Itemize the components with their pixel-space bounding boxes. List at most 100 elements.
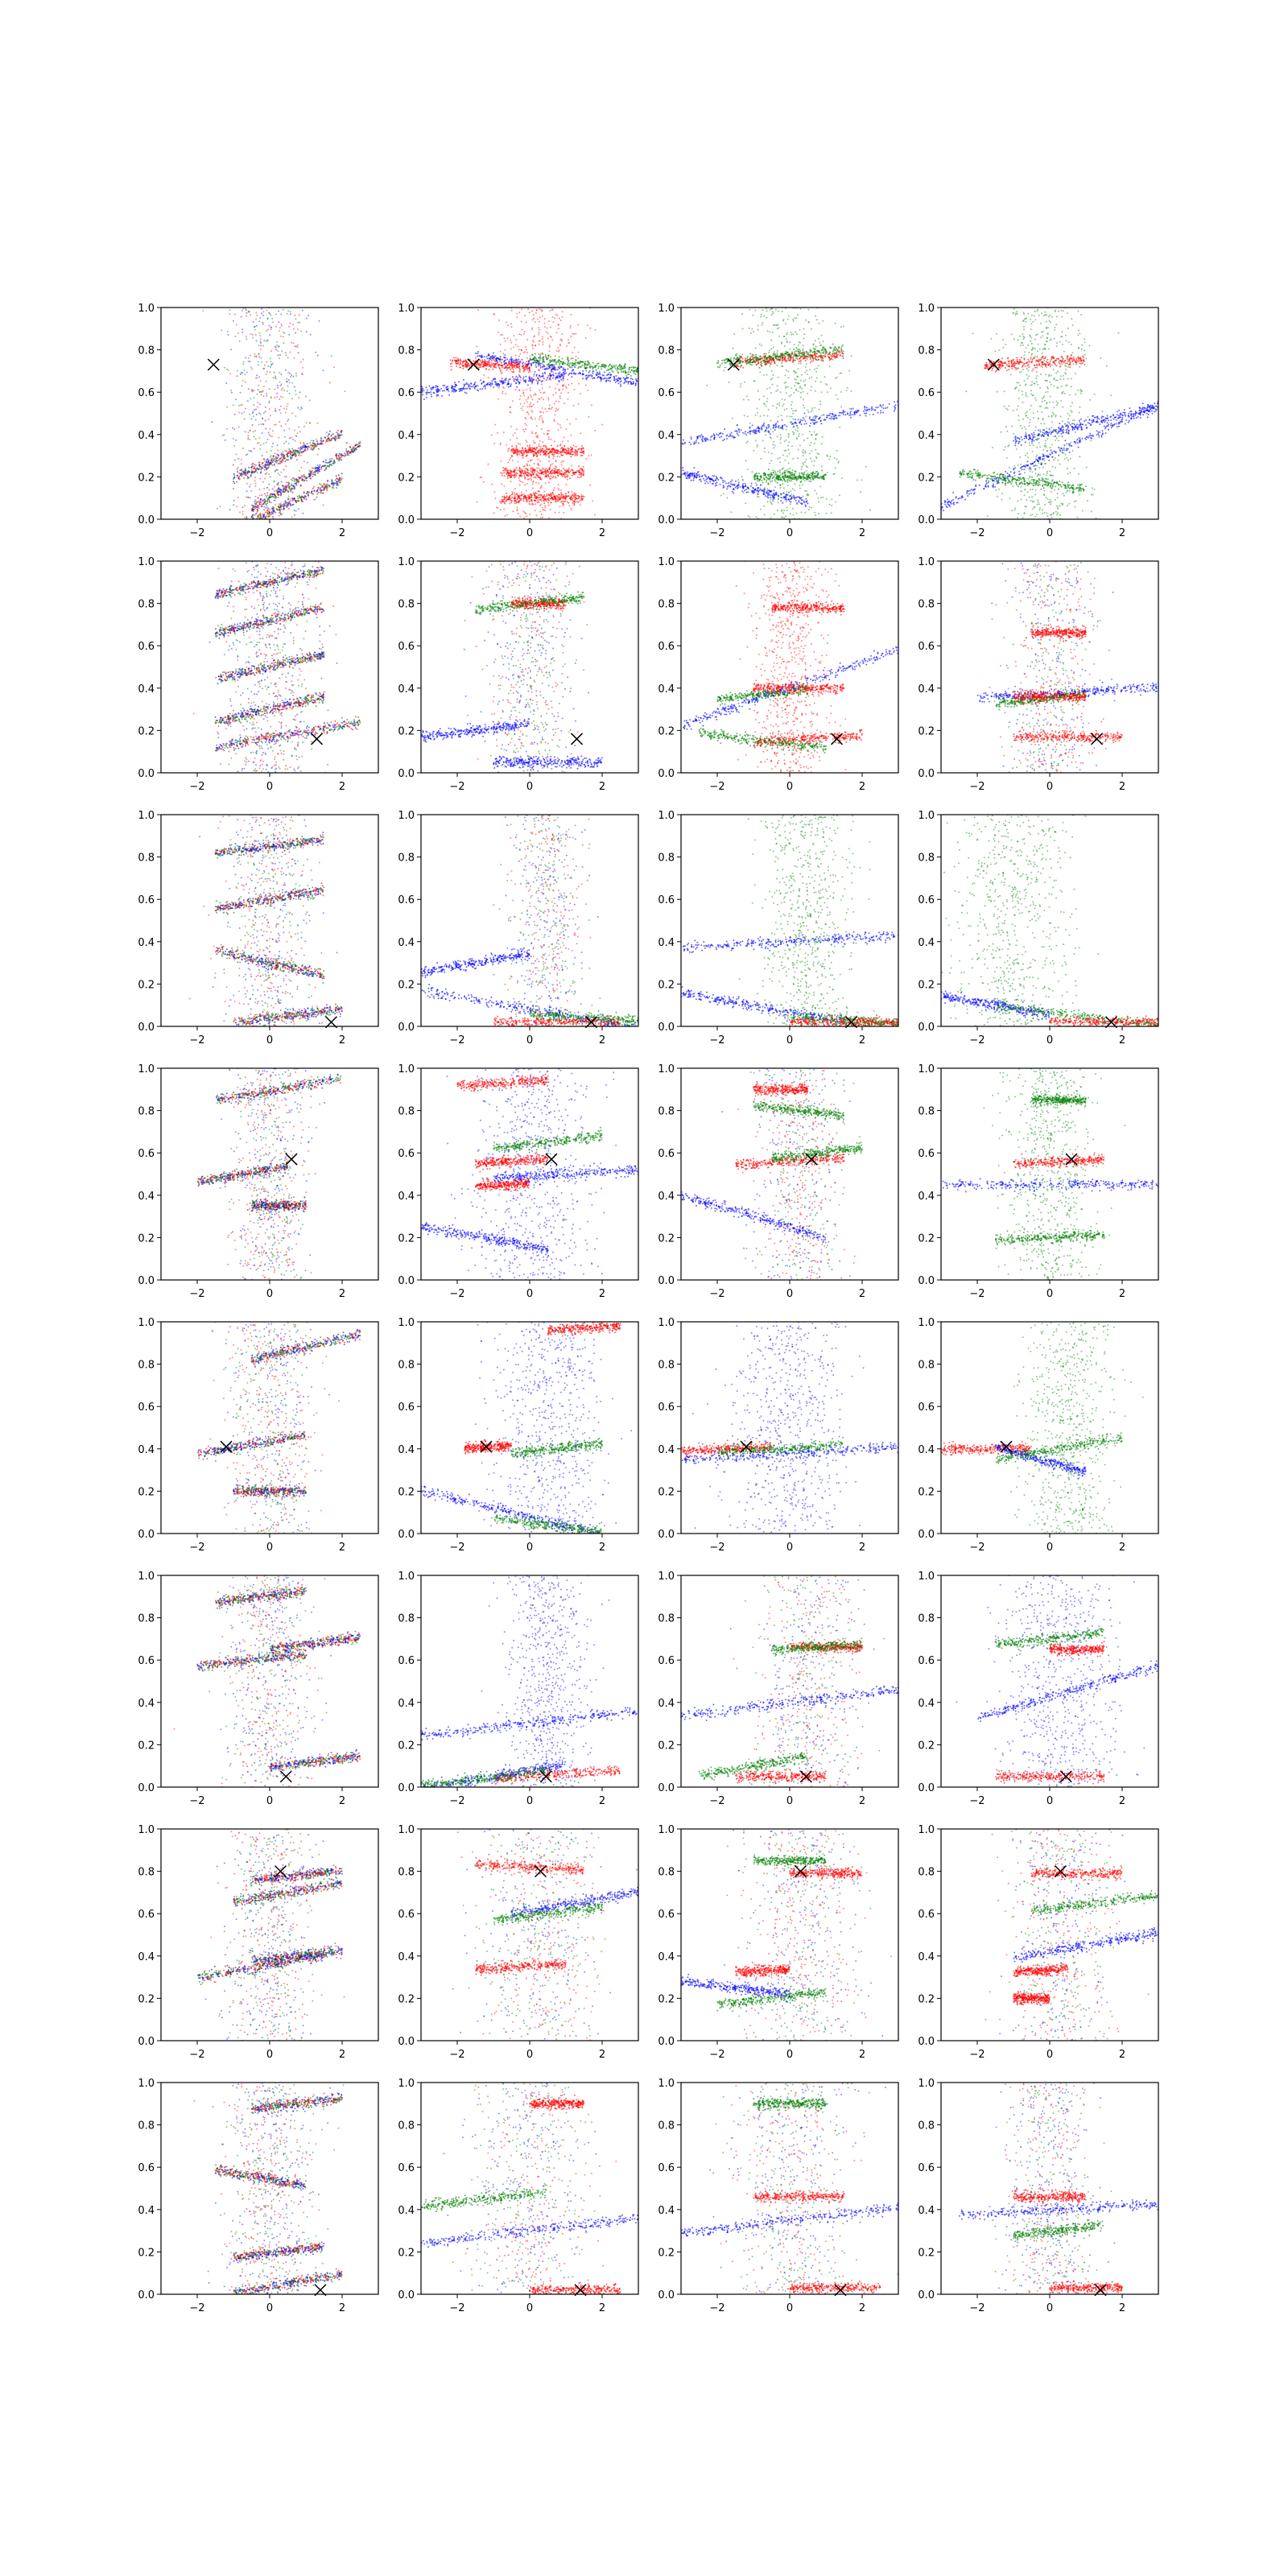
point-red [529, 452, 530, 453]
point-red [246, 522, 248, 524]
point-blue [484, 356, 485, 357]
point-red [270, 436, 271, 437]
point-blue [592, 373, 594, 374]
point-red [508, 367, 510, 369]
point-blue [211, 421, 213, 423]
point-red [519, 369, 521, 370]
point-green [223, 535, 225, 536]
point-green [797, 431, 799, 432]
point-green [815, 381, 816, 382]
point-red [522, 498, 524, 500]
point-red [505, 393, 506, 394]
point-red [575, 493, 576, 495]
point-red [281, 324, 283, 325]
point-red [526, 401, 528, 402]
point-red [511, 455, 513, 456]
point-blue [485, 356, 487, 357]
point-blue [580, 373, 581, 374]
point-green [806, 363, 807, 365]
point-red [540, 504, 542, 506]
point-red [580, 468, 581, 469]
point-red [480, 366, 481, 368]
point-red [542, 422, 543, 423]
point-red [587, 324, 588, 326]
point-red [498, 367, 500, 369]
point-blue [218, 535, 220, 536]
point-blue [490, 385, 492, 386]
point-red [568, 440, 569, 442]
point-green [630, 371, 631, 373]
point-red [591, 454, 592, 456]
point-blue [553, 366, 555, 368]
point-red [543, 369, 544, 370]
point-green [295, 436, 297, 437]
point-red [248, 522, 250, 524]
point-green [270, 456, 271, 458]
point-red [235, 530, 237, 532]
point-green [300, 331, 302, 332]
point-green [315, 466, 316, 468]
point-blue [233, 464, 234, 466]
point-red [535, 510, 536, 511]
point-red [506, 364, 508, 365]
point-red [544, 496, 546, 497]
point-green [300, 499, 302, 501]
point-blue [295, 332, 296, 334]
point-red [517, 469, 518, 471]
point-red [241, 524, 242, 526]
point-green [633, 370, 634, 372]
point-red [582, 447, 584, 448]
point-red [552, 448, 554, 450]
point-red [530, 504, 531, 506]
point-blue [470, 386, 472, 387]
point-red [558, 452, 559, 454]
point-green [328, 485, 330, 486]
point-red [246, 527, 248, 529]
point-blue [272, 508, 274, 510]
point-red [542, 387, 543, 389]
point-green [811, 460, 813, 462]
point-red [522, 390, 524, 391]
point-red [523, 453, 525, 455]
point-red [543, 433, 545, 435]
point-red [564, 436, 565, 438]
point-green [553, 361, 555, 363]
point-blue [267, 458, 269, 460]
point-red [573, 405, 575, 407]
point-red [530, 402, 531, 404]
point-blue [233, 481, 234, 482]
point-red [311, 493, 312, 494]
point-red [326, 440, 328, 441]
point-red [524, 497, 526, 498]
point-green [771, 453, 773, 455]
point-green [559, 356, 560, 357]
point-red [502, 334, 503, 336]
point-red [497, 398, 499, 400]
point-red [576, 356, 577, 357]
point-green [584, 365, 585, 367]
point-blue [531, 359, 533, 361]
point-red [252, 471, 254, 473]
point-blue [302, 310, 303, 312]
point-red [566, 452, 568, 454]
point-blue [248, 522, 250, 524]
point-blue [588, 376, 589, 378]
point-blue [254, 501, 256, 502]
point-red [550, 478, 551, 480]
point-green [799, 329, 801, 331]
point-blue [487, 358, 489, 360]
point-red [506, 321, 507, 323]
point-green [764, 451, 766, 452]
point-blue [573, 372, 575, 374]
point-red [561, 333, 563, 335]
point-red [326, 487, 328, 489]
point-red [557, 473, 559, 474]
point-red [554, 487, 555, 489]
point-blue [242, 522, 243, 524]
point-green [271, 318, 273, 320]
point-red [248, 450, 250, 452]
point-blue [603, 375, 605, 377]
point-red [336, 478, 337, 480]
point-red [546, 498, 547, 500]
point-red [341, 477, 343, 479]
